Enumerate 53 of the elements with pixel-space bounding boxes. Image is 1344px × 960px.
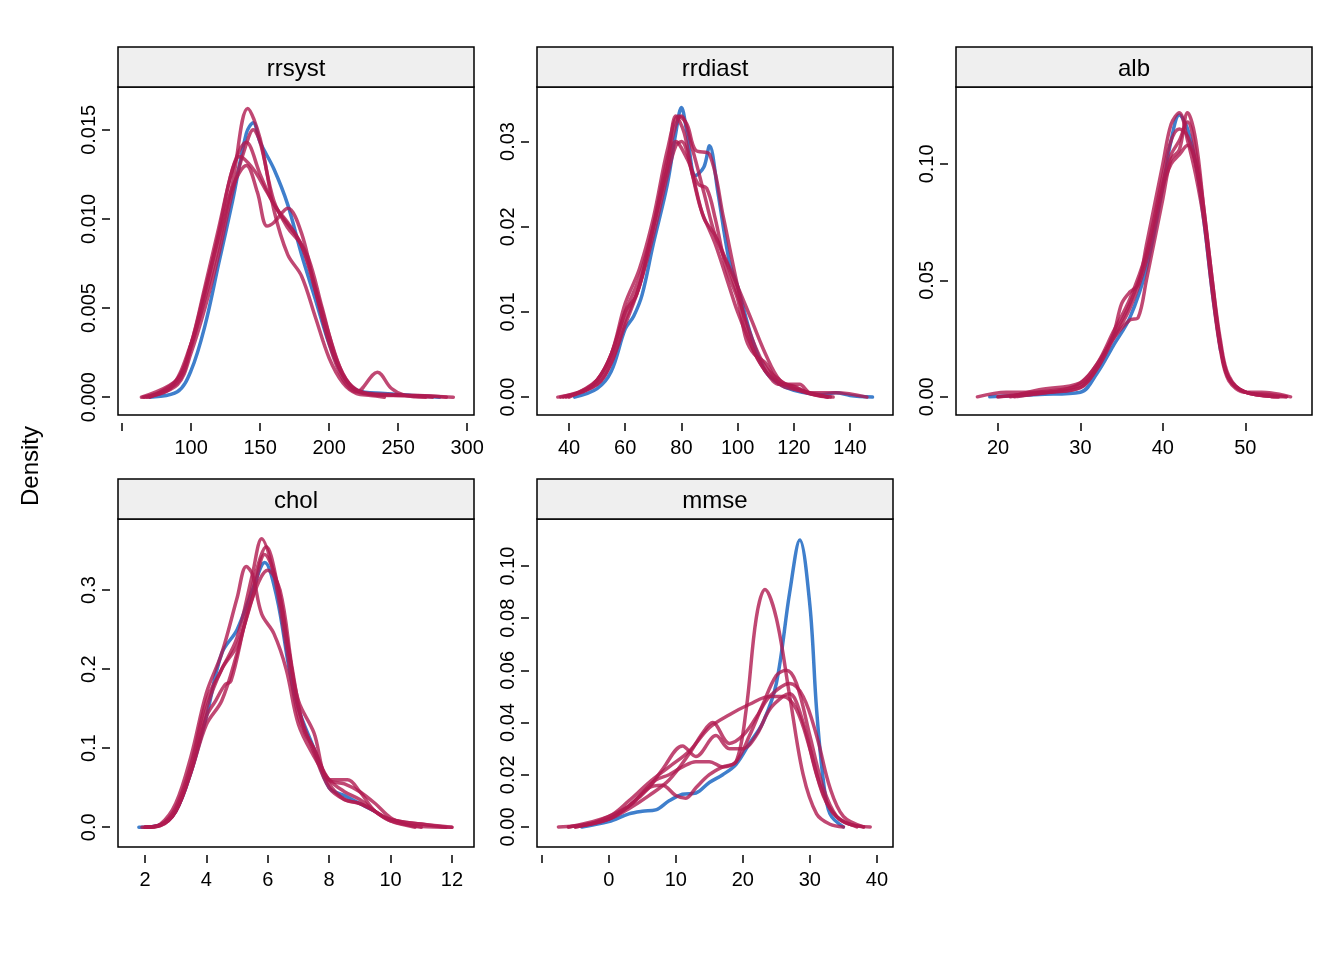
y-tick-label: 0.06 (496, 650, 518, 690)
y-tick-label: 0.10 (496, 546, 518, 586)
y-tick-label: 0.00 (496, 807, 518, 847)
x-tick-label: 80 (670, 436, 693, 458)
x-tick-label: 30 (1069, 436, 1092, 458)
y-tick-label: 0.04 (496, 703, 518, 742)
chart-title: alb (1117, 53, 1151, 81)
y-tick-label: 0.10 (915, 144, 937, 184)
x-tick-label: 10 (379, 868, 402, 890)
x-tick-label: 30 (798, 868, 821, 890)
x-tick-label: 140 (833, 436, 867, 458)
x-tick-label: 10 (664, 868, 687, 890)
y-tick-label: 0.02 (496, 755, 518, 795)
chart-title: mmse (682, 485, 748, 513)
x-tick-label: 8 (323, 868, 335, 890)
y-tick-label: 0.03 (496, 122, 518, 161)
x-tick-label: 40 (557, 436, 581, 458)
x-tick-label: 4 (200, 868, 212, 890)
x-tick-label: 12 (440, 868, 464, 890)
x-tick-label: 20 (986, 436, 1010, 458)
x-tick-label: 100 (720, 436, 755, 458)
y-tick-label: 0.01 (496, 292, 518, 332)
x-tick-label: 2 (139, 868, 151, 890)
y-tick-label: 0.005 (77, 283, 99, 334)
y-tick-label: 0.000 (77, 372, 99, 423)
y-tick-label: 0.015 (77, 104, 99, 155)
y-tick-label: 0.0 (77, 813, 99, 842)
chart-title: rrsyst (266, 53, 326, 81)
x-tick-label: 300 (450, 436, 484, 458)
x-tick-label: 0 (603, 868, 615, 890)
x-tick-label: 6 (262, 868, 274, 890)
x-tick-label: 20 (731, 868, 754, 890)
x-tick-label: 150 (243, 436, 277, 458)
x-tick-label: 200 (312, 436, 346, 458)
x-tick-label: 250 (381, 436, 415, 458)
x-tick-label: 60 (614, 436, 637, 458)
y-tick-label: 0.02 (496, 207, 518, 247)
y-tick-label: 0.2 (77, 655, 99, 684)
y-tick-label: 0.00 (915, 377, 937, 417)
y-tick-label: 0.1 (77, 734, 99, 763)
y-tick-label: 0.08 (496, 598, 518, 638)
y-tick-label: 0.00 (496, 377, 518, 417)
y-tick-label: 0.05 (915, 260, 937, 300)
y-axis-title: Density (16, 425, 44, 507)
x-tick-label: 100 (174, 436, 208, 458)
y-tick-label: 0.010 (77, 193, 99, 244)
x-tick-label: 50 (1234, 436, 1257, 458)
chart-title: chol (273, 485, 319, 513)
x-tick-label: 40 (1151, 436, 1174, 458)
y-tick-label: 0.3 (77, 576, 99, 605)
chart-title: rrdiast (681, 53, 749, 81)
x-tick-label: 120 (777, 436, 811, 458)
x-tick-label: 40 (865, 868, 889, 890)
